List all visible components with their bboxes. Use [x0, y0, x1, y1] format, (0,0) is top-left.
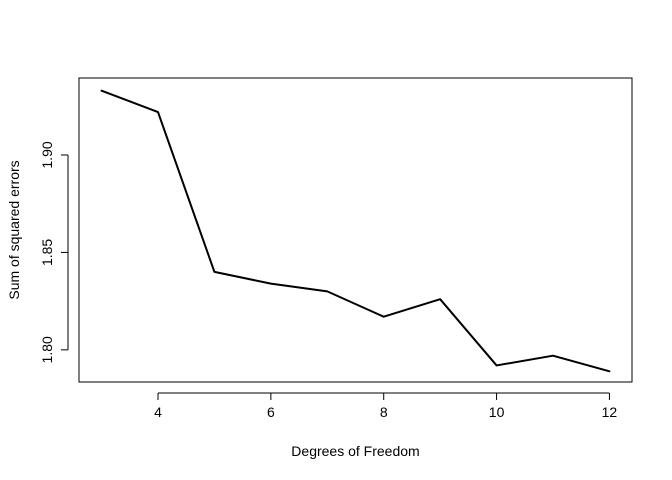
plot-frame: [78, 77, 633, 383]
y-axis: 1.80 1.85 1.90: [39, 141, 69, 363]
y-tick-label: 1.80: [39, 336, 55, 363]
x-tick-label: 12: [602, 404, 618, 420]
x-tick-label: 4: [154, 404, 162, 420]
x-axis: 4 6 8 10 12: [154, 392, 618, 420]
y-tick-label: 1.90: [39, 141, 55, 168]
y-tick-label: 1.85: [39, 239, 55, 266]
x-tick-label: 10: [489, 404, 505, 420]
x-axis-label: Degrees of Freedom: [291, 443, 419, 459]
x-tick-label: 6: [267, 404, 275, 420]
y-axis-label: Sum of squared errors: [6, 160, 22, 299]
series-layer: [100, 89, 611, 373]
series-line: [100, 89, 611, 373]
x-tick-label: 8: [380, 404, 388, 420]
